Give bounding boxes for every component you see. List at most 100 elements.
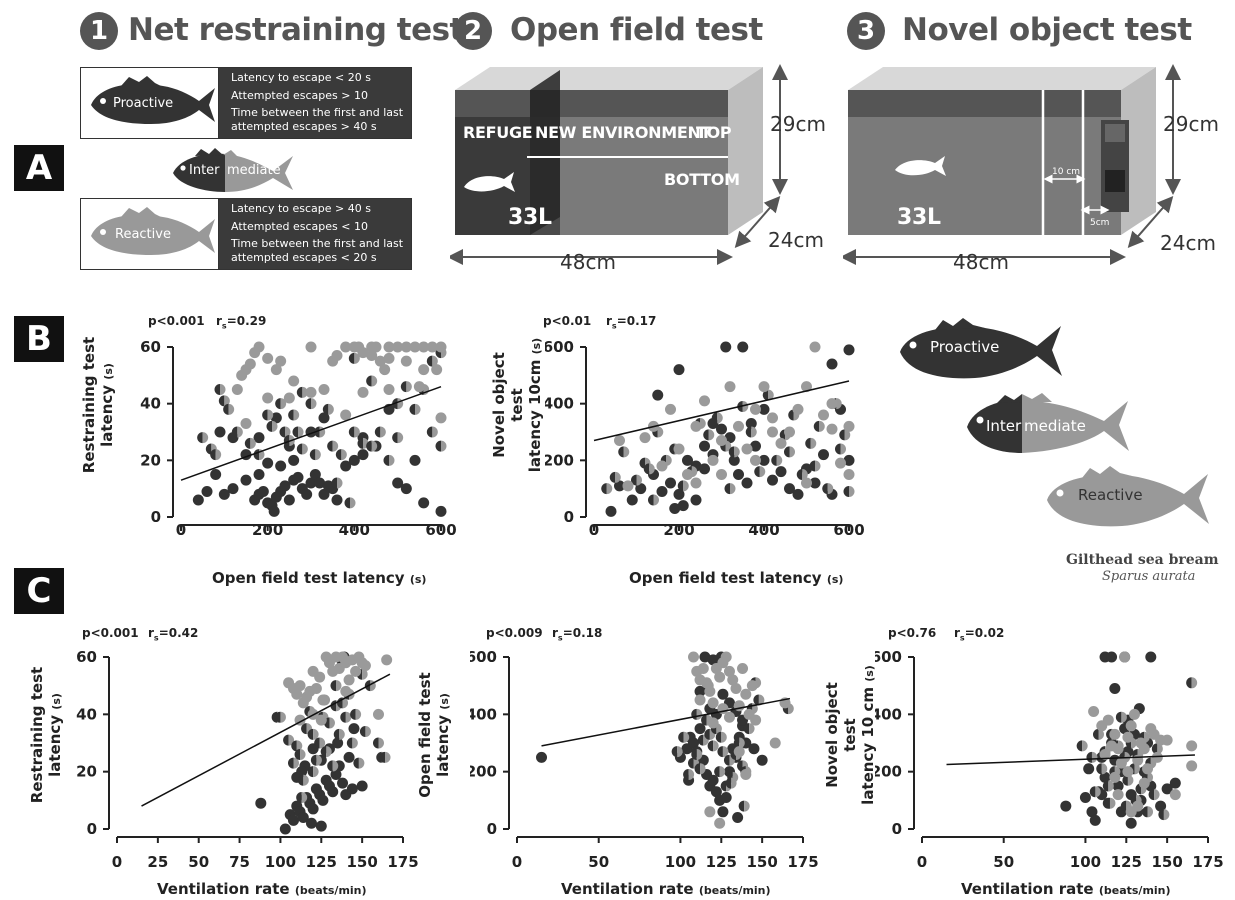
data-point-proactive	[756, 754, 768, 766]
data-point-proactive	[720, 791, 732, 803]
data-point-intermediate	[379, 751, 391, 763]
point-half-light	[365, 726, 371, 738]
data-point-intermediate	[618, 446, 630, 458]
x-tick-label: 150	[346, 853, 377, 871]
point-half-dark	[701, 714, 707, 726]
point-half-dark	[762, 389, 769, 401]
point-half-dark	[723, 754, 730, 766]
data-point-reactive	[381, 654, 393, 666]
point-half-light	[1134, 763, 1140, 775]
point-half-light	[315, 449, 321, 461]
open-field-height: 29cm	[770, 112, 826, 136]
point-half-light	[313, 766, 319, 778]
point-half-light	[759, 466, 766, 478]
stat-r-value: =0.17	[616, 314, 657, 328]
x-tick-label: 50	[993, 853, 1014, 871]
point-half-dark	[327, 440, 333, 452]
data-point-reactive	[784, 426, 795, 438]
data-point-reactive	[733, 746, 745, 758]
data-point-intermediate	[279, 426, 291, 438]
point-half-light	[215, 449, 222, 461]
point-half-light	[293, 757, 300, 769]
point-half-light	[328, 403, 334, 415]
data-point-reactive	[359, 660, 371, 672]
data-point-proactive	[262, 457, 274, 469]
reactive-fish-cell: Reactive	[81, 199, 219, 269]
point-half-dark	[301, 723, 307, 735]
point-half-light	[722, 746, 729, 758]
data-point-reactive	[690, 477, 702, 489]
data-point-proactive	[652, 389, 664, 401]
data-point-intermediate	[678, 731, 690, 743]
data-point-intermediate	[648, 494, 659, 506]
data-point-proactive	[1169, 777, 1181, 789]
intermediate-label-a: Inter	[189, 163, 220, 178]
data-point-intermediate	[671, 746, 683, 758]
point-half-dark	[843, 486, 849, 497]
point-half-dark	[771, 454, 777, 466]
legend-reactive-label: Reactive	[1078, 486, 1143, 504]
data-point-reactive	[366, 350, 378, 361]
data-point-intermediate	[372, 737, 384, 749]
point-half-light	[734, 446, 740, 458]
data-point-reactive	[1109, 771, 1121, 783]
data-point-reactive	[262, 392, 274, 404]
novel-object-depth: 24cm	[1160, 231, 1216, 255]
ylabel-unit: (s)	[530, 337, 543, 355]
data-point-proactive	[332, 737, 344, 749]
data-point-intermediate	[715, 731, 727, 743]
point-half-dark	[400, 381, 407, 393]
point-half-dark	[292, 426, 298, 438]
y-tick-label: 40	[140, 395, 161, 413]
xlabel-text: Ventilation rate	[157, 880, 290, 898]
x-tick-label: 50	[588, 853, 609, 871]
stat-r-sub: s	[221, 321, 227, 331]
point-half-dark	[330, 680, 336, 692]
point-half-light	[285, 426, 291, 438]
data-point-reactive	[1138, 777, 1150, 789]
data-point-intermediate	[291, 740, 303, 752]
point-half-dark	[697, 734, 704, 746]
data-point-reactive	[826, 398, 838, 410]
point-half-light	[415, 403, 421, 415]
point-half-dark	[715, 731, 722, 743]
data-point-reactive	[253, 341, 265, 353]
data-point-intermediate	[839, 429, 851, 441]
data-point-proactive	[400, 483, 412, 495]
y-tick-label: 60	[140, 338, 161, 356]
x-tick-label: 0	[176, 521, 186, 539]
point-half-dark	[784, 446, 790, 458]
y-tick-label: 20	[140, 451, 161, 469]
point-half-light	[717, 412, 723, 424]
point-half-dark	[344, 497, 350, 509]
data-point-reactive	[331, 350, 343, 361]
data-point-reactive	[413, 381, 425, 393]
point-half-dark	[348, 352, 355, 364]
point-half-light	[267, 409, 274, 421]
data-point-intermediate	[1086, 751, 1098, 763]
data-point-proactive	[724, 432, 736, 444]
data-point-intermediate	[374, 426, 386, 438]
data-point-intermediate	[392, 432, 404, 444]
point-half-light	[606, 483, 613, 495]
point-half-light	[653, 494, 659, 506]
x-tick-label: 175	[1192, 853, 1223, 871]
data-point-intermediate	[728, 446, 740, 458]
trend-line	[180, 385, 442, 481]
point-half-light	[332, 760, 339, 772]
x-tick-label: 600	[833, 521, 864, 539]
point-half-light	[1108, 780, 1114, 792]
reactive-fish-icon	[91, 207, 215, 255]
data-point-reactive	[716, 469, 727, 480]
data-point-intermediate	[745, 426, 757, 438]
point-half-dark	[714, 766, 720, 778]
x-tick-label: 50	[188, 853, 209, 871]
point-half-light	[744, 800, 750, 812]
xlabel-unit: (s)	[409, 573, 427, 586]
data-point-intermediate	[601, 483, 613, 495]
point-half-light	[329, 717, 335, 729]
y-tick-label: 400	[545, 395, 574, 413]
y-tick-label: 600	[875, 648, 902, 666]
chart-c3-xlabel: Ventilation rate (beats/min)	[961, 880, 1171, 898]
data-point-intermediate	[1102, 780, 1114, 792]
